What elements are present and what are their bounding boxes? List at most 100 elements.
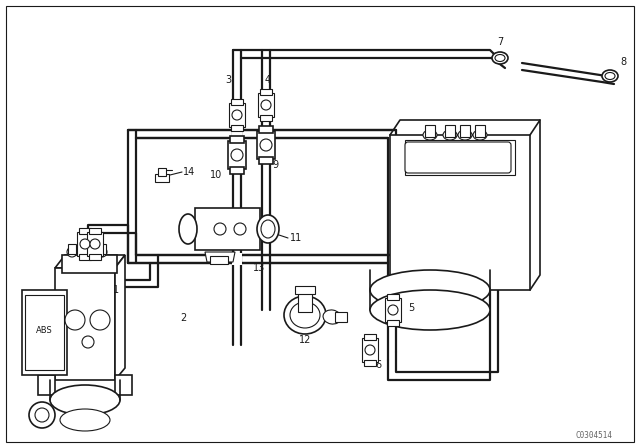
Bar bbox=[68, 244, 76, 254]
Bar bbox=[387, 294, 399, 300]
Ellipse shape bbox=[370, 290, 490, 330]
Bar bbox=[259, 126, 273, 133]
Bar bbox=[231, 99, 243, 105]
Bar bbox=[260, 115, 272, 121]
Bar bbox=[475, 125, 485, 137]
Ellipse shape bbox=[605, 73, 615, 79]
Ellipse shape bbox=[232, 110, 242, 120]
Ellipse shape bbox=[323, 310, 341, 324]
Ellipse shape bbox=[260, 139, 272, 151]
Polygon shape bbox=[205, 252, 235, 262]
Text: 8: 8 bbox=[620, 57, 626, 67]
Text: 1: 1 bbox=[113, 285, 119, 295]
Bar bbox=[89, 254, 101, 260]
Bar bbox=[257, 131, 275, 159]
Bar bbox=[260, 89, 272, 95]
Ellipse shape bbox=[365, 345, 375, 355]
Bar bbox=[232, 128, 242, 140]
Bar bbox=[445, 125, 455, 137]
Bar bbox=[228, 141, 246, 169]
Ellipse shape bbox=[77, 247, 87, 257]
Text: 6: 6 bbox=[375, 360, 381, 370]
Bar bbox=[79, 254, 91, 260]
Polygon shape bbox=[38, 375, 55, 395]
FancyBboxPatch shape bbox=[405, 142, 511, 173]
Bar bbox=[98, 244, 106, 254]
Bar bbox=[230, 136, 244, 143]
Bar bbox=[210, 256, 228, 264]
Ellipse shape bbox=[50, 385, 120, 415]
Circle shape bbox=[35, 408, 49, 422]
Polygon shape bbox=[55, 255, 125, 268]
Circle shape bbox=[65, 310, 85, 330]
Ellipse shape bbox=[60, 409, 110, 431]
Bar bbox=[230, 167, 244, 174]
Bar bbox=[425, 125, 435, 137]
Bar bbox=[232, 253, 242, 265]
Bar bbox=[362, 338, 378, 362]
Ellipse shape bbox=[458, 130, 472, 140]
Ellipse shape bbox=[290, 302, 320, 328]
Circle shape bbox=[90, 310, 110, 330]
Bar bbox=[89, 228, 101, 234]
Bar bbox=[231, 125, 243, 131]
Polygon shape bbox=[115, 375, 132, 395]
Ellipse shape bbox=[214, 223, 226, 235]
Ellipse shape bbox=[90, 239, 100, 249]
Text: 9: 9 bbox=[272, 160, 278, 170]
Ellipse shape bbox=[602, 70, 618, 82]
Polygon shape bbox=[55, 268, 115, 380]
Ellipse shape bbox=[257, 215, 279, 243]
Ellipse shape bbox=[234, 223, 246, 235]
Circle shape bbox=[82, 336, 94, 348]
Ellipse shape bbox=[67, 247, 77, 257]
Bar bbox=[364, 360, 376, 366]
Bar bbox=[295, 286, 315, 294]
Text: 7: 7 bbox=[497, 37, 503, 47]
Bar bbox=[405, 140, 515, 175]
Text: 13: 13 bbox=[253, 263, 265, 273]
Ellipse shape bbox=[261, 100, 271, 110]
Ellipse shape bbox=[423, 130, 437, 140]
Ellipse shape bbox=[370, 270, 490, 310]
Ellipse shape bbox=[231, 149, 243, 161]
Text: 2: 2 bbox=[180, 313, 186, 323]
Circle shape bbox=[29, 402, 55, 428]
Ellipse shape bbox=[473, 130, 487, 140]
Ellipse shape bbox=[97, 247, 107, 257]
Ellipse shape bbox=[388, 305, 398, 315]
Bar bbox=[195, 208, 260, 250]
Ellipse shape bbox=[261, 220, 275, 238]
Ellipse shape bbox=[80, 239, 90, 249]
Bar bbox=[298, 292, 312, 312]
Bar bbox=[258, 93, 274, 117]
Bar bbox=[87, 232, 103, 256]
Polygon shape bbox=[115, 255, 125, 380]
Text: 11: 11 bbox=[290, 233, 302, 243]
Bar bbox=[158, 168, 166, 176]
Ellipse shape bbox=[492, 52, 508, 64]
Text: C0304514: C0304514 bbox=[575, 431, 612, 439]
Bar bbox=[387, 320, 399, 326]
Bar bbox=[79, 228, 91, 234]
Ellipse shape bbox=[87, 247, 97, 257]
Text: 10: 10 bbox=[210, 170, 222, 180]
Ellipse shape bbox=[284, 296, 326, 334]
Ellipse shape bbox=[495, 55, 505, 61]
Text: 5: 5 bbox=[408, 303, 414, 313]
Bar bbox=[259, 157, 273, 164]
Bar bbox=[88, 244, 96, 254]
Ellipse shape bbox=[443, 130, 457, 140]
Text: 4: 4 bbox=[265, 75, 271, 85]
Text: 3: 3 bbox=[225, 75, 231, 85]
Bar bbox=[390, 135, 530, 290]
Bar bbox=[22, 290, 67, 375]
Bar bbox=[62, 255, 117, 273]
Bar bbox=[460, 125, 470, 137]
Bar bbox=[77, 232, 93, 256]
Bar bbox=[385, 298, 401, 322]
Text: 12: 12 bbox=[299, 335, 311, 345]
Bar bbox=[364, 334, 376, 340]
Text: ABS: ABS bbox=[36, 326, 52, 335]
Bar bbox=[25, 295, 64, 370]
